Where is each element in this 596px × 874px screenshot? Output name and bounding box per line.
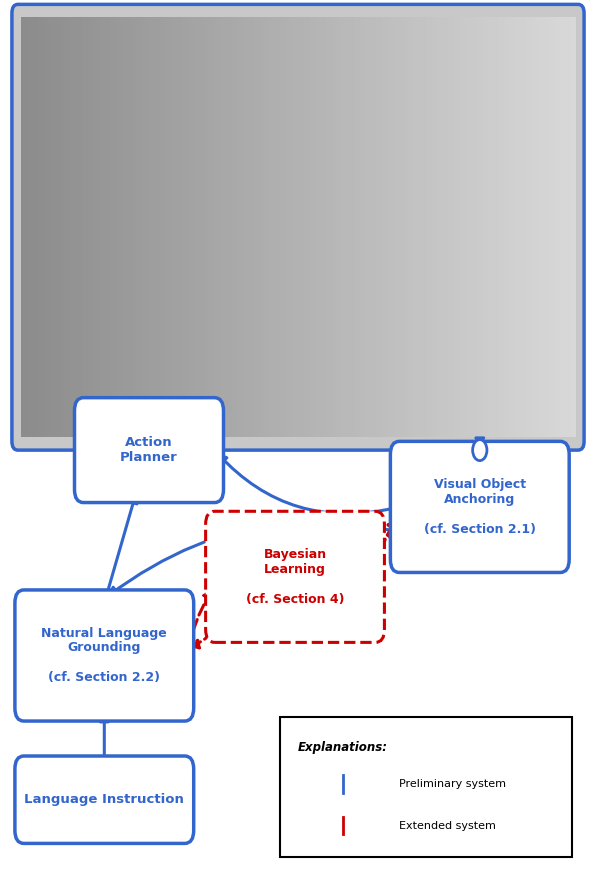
Text: Visual Object
Anchoring

(cf. Section 2.1): Visual Object Anchoring (cf. Section 2.1…: [424, 478, 536, 536]
FancyBboxPatch shape: [12, 4, 584, 450]
Text: Action
Planner: Action Planner: [120, 436, 178, 464]
Text: Natural Language
Grounding

(cf. Section 2.2): Natural Language Grounding (cf. Section …: [42, 627, 167, 684]
FancyBboxPatch shape: [206, 511, 384, 642]
Text: Language Instruction: Language Instruction: [24, 794, 184, 806]
FancyBboxPatch shape: [15, 756, 194, 843]
Text: Preliminary system: Preliminary system: [399, 779, 507, 789]
FancyBboxPatch shape: [280, 717, 572, 857]
FancyBboxPatch shape: [390, 441, 569, 572]
FancyBboxPatch shape: [74, 398, 224, 503]
Circle shape: [473, 440, 487, 461]
Text: Explanations:: Explanations:: [298, 741, 388, 754]
Text: Extended system: Extended system: [399, 821, 496, 831]
FancyBboxPatch shape: [15, 590, 194, 721]
Text: Bayesian
Learning

(cf. Section 4): Bayesian Learning (cf. Section 4): [246, 548, 344, 606]
